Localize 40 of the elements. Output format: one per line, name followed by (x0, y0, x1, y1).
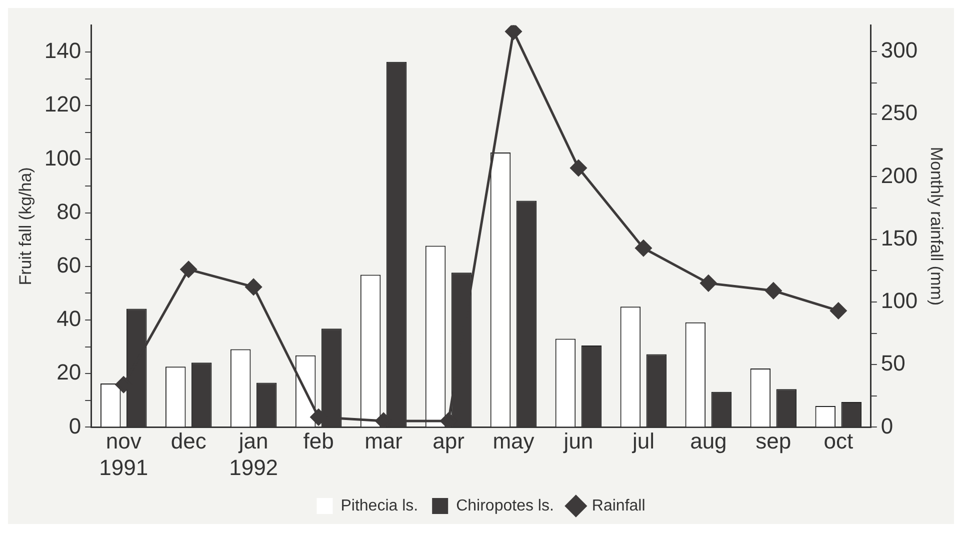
x-tick-label: nov 1991 (99, 428, 148, 480)
legend-label: Rainfall (592, 497, 646, 514)
x-tick-label: apr (432, 428, 464, 454)
legend-label: Chiropotes ls. (456, 497, 554, 514)
x-tick-label: sep (756, 428, 792, 454)
x-tick-label: jun (562, 428, 594, 454)
y-tick-label: 40 (56, 306, 82, 332)
y-tick-label: 20 (56, 360, 82, 385)
point (765, 282, 782, 299)
y2-tick-label: 50 (880, 350, 906, 376)
y2-tick-label: 0 (880, 413, 894, 438)
x-tick-label: feb (303, 428, 334, 454)
y2-tick-label: 150 (880, 225, 918, 250)
y2-tick-label: 250 (880, 100, 918, 126)
y2-tick-label: 100 (880, 288, 918, 314)
x-tick-label: mar (364, 428, 402, 454)
point (570, 160, 587, 176)
y2-axis-title: Monthly rainfall (mm) (927, 146, 946, 306)
y2-tick-label: 300 (880, 38, 918, 63)
point (505, 25, 522, 40)
y-axis-title: Fruit fall (kg/ha) (16, 167, 35, 286)
x-tick-label: jul (631, 428, 654, 454)
y-tick-label: 100 (44, 145, 82, 170)
legend-label: Pithecia ls. (340, 497, 418, 514)
x-tick-label: oct (824, 428, 854, 454)
y-tick-label: 140 (44, 38, 82, 64)
point (700, 274, 717, 292)
x-tick-label: aug (690, 428, 727, 454)
x-tick-label: may (492, 428, 534, 454)
point (635, 240, 652, 256)
x-tick-label: jan 1992 (229, 428, 278, 480)
y-tick-label: 120 (44, 92, 82, 117)
x-tick-label: dec (170, 428, 206, 454)
y-tick-label: 80 (56, 198, 82, 224)
point (245, 278, 262, 296)
y-tick-label: 60 (56, 252, 82, 278)
point (180, 261, 197, 278)
point (830, 302, 847, 319)
y2-tick-label: 200 (880, 162, 918, 188)
y-tick-label: 0 (68, 413, 82, 438)
